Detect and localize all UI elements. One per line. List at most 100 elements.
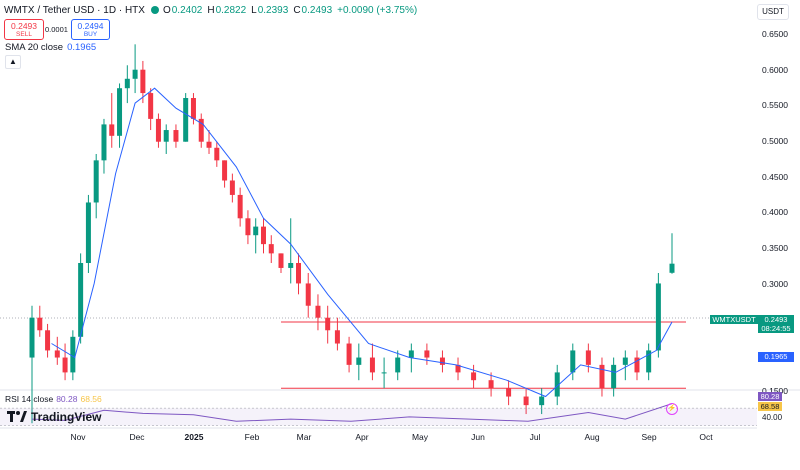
x-tick: Apr — [355, 432, 369, 442]
candle-body — [471, 372, 477, 381]
candle-body — [346, 343, 352, 365]
y-tick: 0.4500 — [762, 172, 788, 182]
y-tick: 0.5500 — [762, 100, 788, 110]
candle-body — [237, 194, 243, 219]
candle-body — [78, 262, 84, 337]
candle-body — [148, 93, 154, 119]
candle-body — [506, 388, 512, 397]
candle-body — [655, 283, 661, 351]
brand-name: TradingView — [31, 410, 102, 424]
last-price-badge: 0.2493 08:24:55 — [758, 315, 794, 333]
candle-body — [29, 317, 35, 358]
rsi-value: 80.28 — [56, 394, 78, 404]
candle-body — [288, 262, 294, 268]
candle-body — [70, 336, 76, 373]
candle-body — [611, 364, 617, 389]
candle-body — [93, 160, 99, 203]
ohlc-close-value: 0.2493 — [301, 4, 333, 16]
x-tick: Nov — [70, 432, 86, 442]
y-tick: 0.6000 — [762, 65, 788, 75]
lightning-icon[interactable]: ⚡ — [666, 403, 678, 415]
candle-body — [488, 380, 494, 389]
y-tick: 0.4000 — [762, 207, 788, 217]
candle-body — [117, 88, 123, 136]
last-price: 0.2493 — [764, 315, 788, 324]
buy-label: BUY — [83, 31, 98, 38]
candle-body — [268, 244, 274, 254]
x-tick: Jun — [471, 432, 485, 442]
rsi-label: RSI 14 close — [5, 394, 54, 404]
chevron-up-icon[interactable]: ▲ — [5, 55, 21, 69]
candle-body — [395, 357, 401, 373]
candle-body — [198, 118, 204, 142]
rsi-badge: 80.28 — [758, 392, 782, 401]
candle-body — [190, 98, 196, 119]
candle-body — [85, 202, 91, 263]
price-change: +0.0090 (+3.75%) — [337, 4, 418, 16]
y-tick: 0.1500 — [762, 386, 788, 396]
currency-selector[interactable]: USDT — [757, 4, 789, 20]
candle-body — [229, 180, 235, 195]
buy-button[interactable]: 0.2494 BUY — [71, 19, 110, 40]
x-tick: Aug — [584, 432, 600, 442]
tradingview-logo[interactable]: TradingView — [7, 410, 101, 424]
y-tick: 0.6500 — [762, 29, 788, 39]
candle-body — [260, 226, 266, 245]
candle-body — [334, 330, 340, 344]
x-tick: May — [411, 432, 429, 442]
candle-body — [37, 317, 43, 331]
candle-body — [570, 350, 576, 373]
candle-body — [381, 372, 387, 374]
sma-legend[interactable]: SMA 20 close 0.1965 — [5, 42, 96, 53]
ohlc-high-label: H — [207, 4, 215, 16]
candle-body — [369, 357, 375, 373]
rsi-band — [0, 408, 757, 426]
candle-body — [646, 350, 652, 373]
candle-body — [424, 350, 430, 358]
candle-body — [356, 357, 362, 365]
rsi-line — [31, 403, 673, 422]
candle-body — [305, 283, 311, 306]
candle-body — [296, 262, 302, 284]
x-tick: Sep — [641, 432, 657, 442]
candle-body — [634, 357, 640, 373]
rsi-ma-value: 68.56 — [80, 394, 102, 404]
ohlc-low-value: 0.2393 — [257, 4, 289, 16]
candle-body — [554, 372, 560, 397]
candle-body — [325, 317, 331, 331]
candle-body — [622, 357, 628, 365]
market-status-icon — [150, 6, 159, 14]
candle-body — [523, 396, 529, 406]
sma-line — [51, 87, 673, 398]
spread-value: 0.0001 — [45, 25, 68, 34]
candle-body — [54, 350, 60, 358]
candle-body — [669, 263, 675, 273]
candle-body — [253, 226, 259, 236]
candle-body — [278, 253, 284, 268]
x-tick: Mar — [296, 432, 312, 442]
candle-body — [140, 69, 146, 94]
candle-body — [455, 364, 461, 373]
candle-body — [408, 350, 414, 358]
sell-label: SELL — [16, 31, 32, 38]
ohlc-close-label: C — [293, 4, 301, 16]
sma-value: 0.1965 — [67, 42, 97, 53]
ohlc-low-label: L — [251, 4, 257, 16]
candle-body — [163, 130, 169, 142]
x-tick: Feb — [244, 432, 260, 442]
x-tick: 2025 — [184, 432, 204, 442]
candle-body — [62, 357, 68, 373]
symbol-title: WMTX / Tether USD · 1D · HTX — [4, 4, 145, 16]
candle-body — [585, 350, 591, 365]
candle-body — [214, 147, 220, 161]
sell-button[interactable]: 0.2493 SELL — [4, 19, 44, 40]
candle-body — [124, 78, 130, 89]
candle-body — [173, 130, 179, 142]
symbol-price-tag: WMTXUSDT — [710, 315, 758, 324]
sma-label: SMA 20 close — [5, 42, 64, 53]
rsi-legend[interactable]: RSI 14 close 80.28 68.56 — [5, 394, 102, 404]
candle-body — [245, 218, 251, 236]
candle-body — [132, 69, 138, 79]
y-tick: 0.3500 — [762, 243, 788, 253]
